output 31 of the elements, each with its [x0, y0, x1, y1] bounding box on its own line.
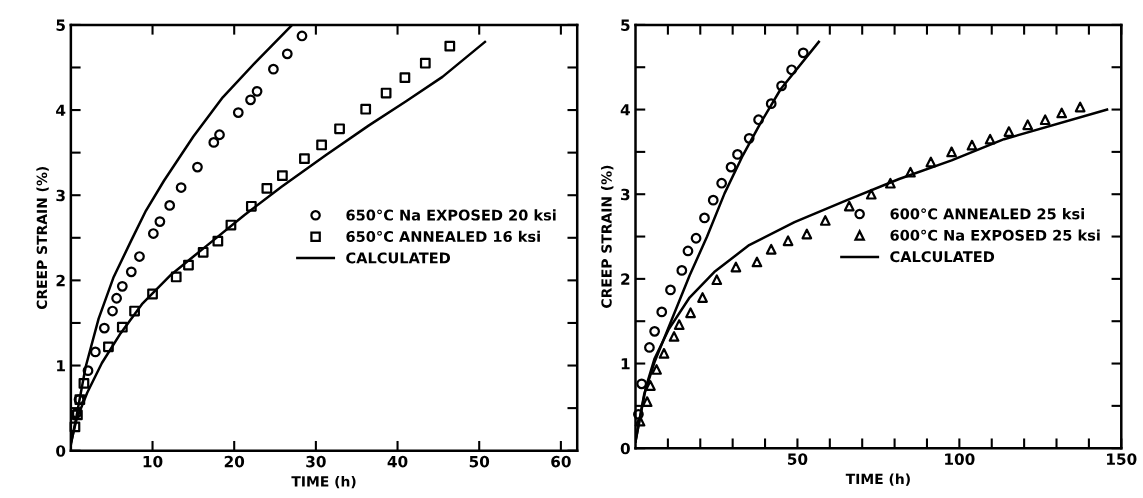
- y-axis-title: CREEP STRAIN (%): [601, 165, 614, 308]
- y-tick-label: 1: [621, 358, 630, 370]
- y-tick-label: 2: [56, 274, 65, 287]
- y-tick-label: 1: [57, 360, 65, 372]
- y-axis-title: CREEP STRAIN (%): [36, 166, 49, 310]
- y-tick-label: 4: [56, 104, 66, 116]
- x-tick-label: 20: [224, 455, 245, 468]
- x-tick-label: 60: [551, 455, 571, 468]
- x-tick-label: 10: [143, 455, 163, 468]
- y-tick-label: 2: [621, 273, 630, 285]
- x-axis-title: TIME (h): [845, 473, 910, 486]
- legend-label: CALCULATED: [346, 252, 450, 264]
- legend-label: 650°C Na EXPOSED 20 ksi: [346, 209, 556, 221]
- y-tick-label: 4: [620, 104, 630, 116]
- x-tick-label: 50: [787, 453, 808, 465]
- legend-label: 600°C ANNEALED 25 ksi: [890, 208, 1084, 220]
- y-tick-label: 3: [621, 188, 630, 201]
- y-tick-label: 5: [56, 19, 65, 31]
- legend-label: 600°C Na EXPOSED 25 ksi: [890, 229, 1100, 241]
- legend-label: CALCULATED: [890, 251, 995, 263]
- x-tick-label: 150: [1107, 453, 1137, 465]
- y-tick-label: 5: [621, 19, 630, 31]
- legend-label: 650°C ANNEALED 16 ksi: [346, 230, 540, 243]
- x-tick-label: 50: [469, 455, 490, 468]
- x-tick-label: 40: [387, 455, 408, 468]
- y-tick-label: 0: [620, 442, 630, 455]
- y-tick-label: 3: [56, 189, 65, 202]
- y-tick-label: 0: [56, 445, 66, 457]
- x-tick-label: 100: [945, 453, 975, 465]
- x-tick-label: 30: [306, 455, 326, 468]
- x-axis-title: TIME (h): [291, 475, 356, 489]
